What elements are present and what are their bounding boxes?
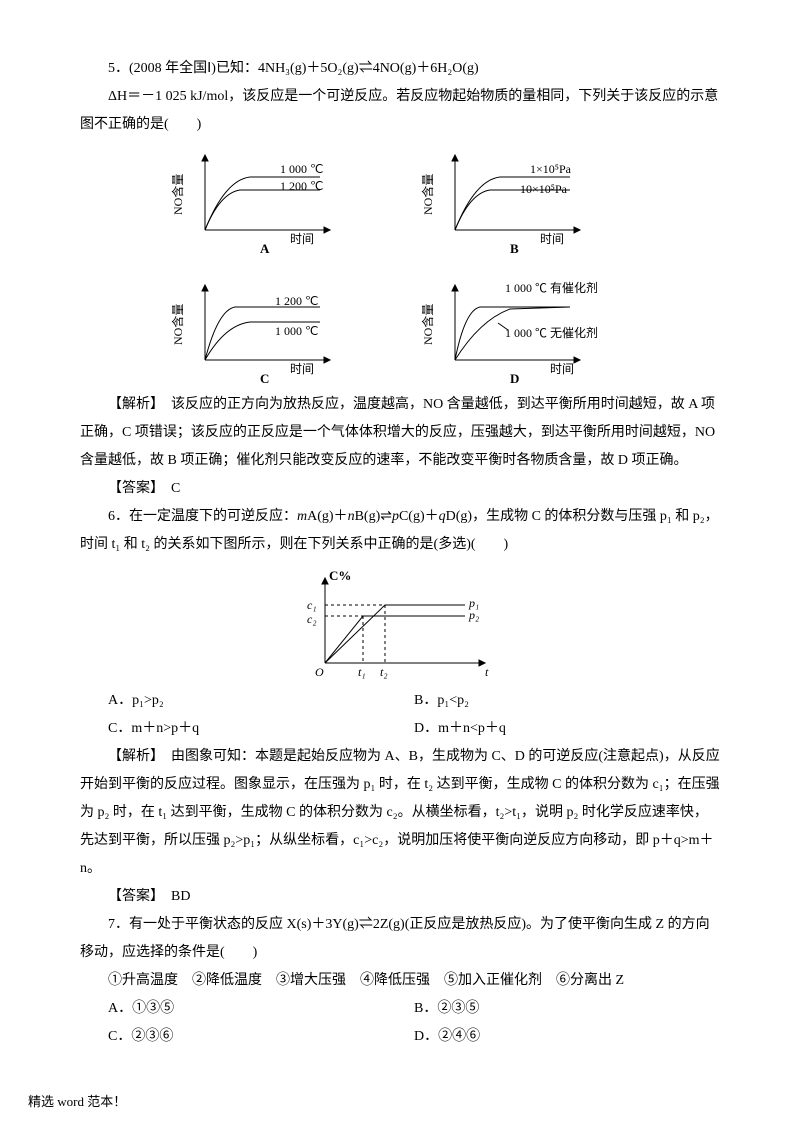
svg-text:B: B: [510, 241, 519, 255]
q6-analysis: 【解析】 由图象可知：本题是起始反应物为 A、B，生成物为 C、D 的可逆反应(…: [80, 743, 720, 883]
svg-text:t₂: t₂: [380, 665, 388, 679]
svg-text:1 000 ℃: 1 000 ℃: [280, 162, 323, 176]
svg-text:10×10⁵Pa: 10×10⁵Pa: [520, 182, 568, 196]
q5-chart-C: NO含量 时间 1 200 ℃ 1 000 ℃ C: [170, 275, 380, 385]
svg-text:1×10⁵Pa: 1×10⁵Pa: [530, 162, 572, 176]
q6-options: A．p₁>p₂ B．p₁<p₂ C．m＋n>p＋q D．m＋n<p＋q: [108, 687, 720, 743]
svg-text:1 000 ℃: 1 000 ℃: [275, 324, 318, 338]
q7-stem: 7．有一处于平衡状态的反应 X(s)＋3Y(g)⇌2Z(g)(正反应是放热反应)…: [80, 911, 720, 967]
q6-opt-C: C．m＋n>p＋q: [108, 715, 414, 743]
svg-text:时间: 时间: [290, 362, 314, 376]
svg-text:C%: C%: [329, 568, 351, 583]
q7-opt-A: A．①③⑤: [108, 995, 414, 1023]
svg-text:c₂: c₂: [307, 612, 317, 626]
q6-answer: 【答案】 BD: [80, 883, 720, 911]
q6-stem: 6．在一定温度下的可逆反应：mA(g)＋nB(g)⇌pC(g)＋qD(g)，生成…: [80, 503, 720, 559]
q6-opt-B: B．p₁<p₂: [414, 687, 720, 715]
q5-chart-D: NO含量 时间 1 000 ℃ 有催化剂 1 000 ℃ 无催化剂 D: [420, 275, 630, 385]
q7-opt-C: C．②③⑥: [108, 1023, 414, 1051]
svg-text:1 000 ℃ 无催化剂: 1 000 ℃ 无催化剂: [505, 325, 598, 340]
footer: 精选 word 范本！: [0, 1091, 800, 1120]
svg-text:1 200 ℃: 1 200 ℃: [275, 294, 318, 308]
q6-opt-A: A．p₁>p₂: [108, 687, 414, 715]
svg-text:p₂: p₂: [468, 608, 479, 622]
q5-chart-B: NO含量 时间 1×10⁵Pa 10×10⁵Pa B: [420, 145, 630, 255]
svg-text:1 200 ℃: 1 200 ℃: [280, 179, 323, 193]
q5-answer: 【答案】 C: [80, 475, 720, 503]
svg-text:D: D: [510, 371, 519, 385]
q6-stem-a: 6．在一定温度下的可逆反应：: [108, 509, 297, 524]
q7-options: A．①③⑤ B．②③⑤ C．②③⑥ D．②④⑥: [108, 995, 720, 1051]
svg-text:t₁: t₁: [358, 665, 366, 679]
q6-chart: C% c₁ c₂ p₁ p₂ t₁ t₂ O t: [80, 563, 720, 683]
q7-opt-B: B．②③⑤: [414, 995, 720, 1023]
q7-opt-D: D．②④⑥: [414, 1023, 720, 1051]
svg-text:C: C: [260, 371, 269, 385]
svg-text:NO含量: NO含量: [420, 304, 435, 345]
q5-line2: ΔH＝－1 025 kJ/mol，该反应是一个可逆反应。若反应物起始物质的量相同…: [80, 83, 720, 139]
svg-text:时间: 时间: [290, 232, 314, 246]
q5-line1: 5．(2008 年全国Ⅰ)已知：4NH₃(g)＋5O₂(g)⇌4NO(g)＋6H…: [80, 55, 720, 83]
q7-conds: ①升高温度 ②降低温度 ③增大压强 ④降低压强 ⑤加入正催化剂 ⑥分离出 Z: [80, 967, 720, 995]
q5-chart-A: NO含量 时间 1 000 ℃ 1 200 ℃ A: [170, 145, 380, 255]
svg-text:O: O: [315, 665, 324, 679]
q6-opt-D: D．m＋n<p＋q: [414, 715, 720, 743]
q5-analysis: 【解析】 该反应的正方向为放热反应，温度越高，NO 含量越低，到达平衡所用时间越…: [80, 391, 720, 475]
svg-text:NO含量: NO含量: [170, 304, 185, 345]
svg-text:c₁: c₁: [307, 598, 317, 612]
svg-text:时间: 时间: [550, 362, 574, 376]
svg-text:t: t: [485, 665, 489, 679]
svg-text:NO含量: NO含量: [420, 174, 435, 215]
svg-text:A: A: [260, 241, 270, 255]
svg-text:1 000 ℃ 有催化剂: 1 000 ℃ 有催化剂: [505, 280, 598, 295]
svg-text:NO含量: NO含量: [170, 174, 185, 215]
q5-diagrams: NO含量 时间 1 000 ℃ 1 200 ℃ A NO含量 时间 1: [80, 145, 720, 385]
svg-text:时间: 时间: [540, 232, 564, 246]
